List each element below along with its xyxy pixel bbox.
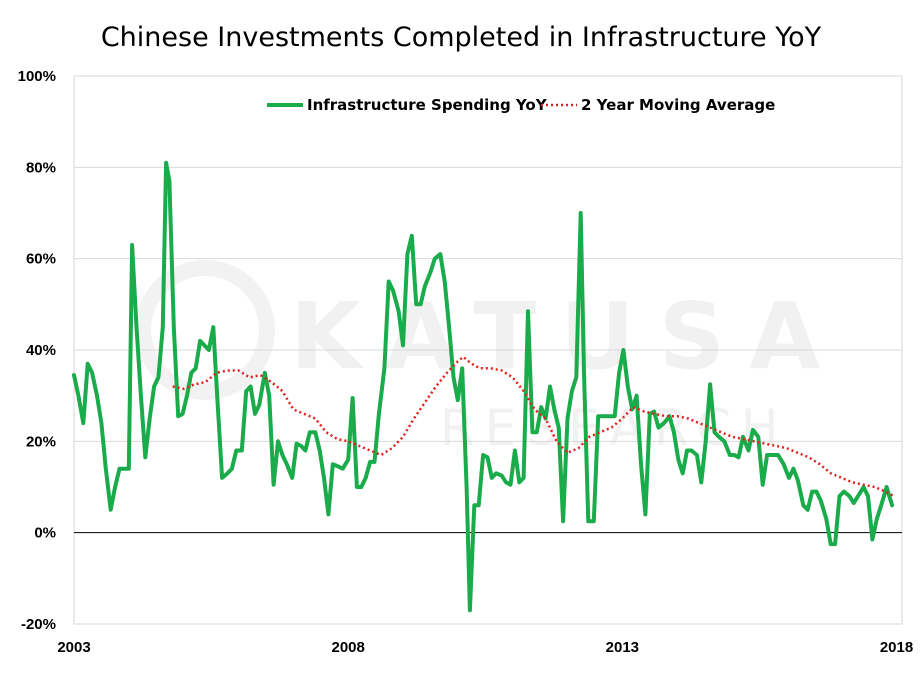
y-tick-label: 20% (26, 433, 56, 450)
legend: Infrastructure Spending YoY 2 Year Movin… (267, 96, 775, 114)
legend-label-infrastructure-spending: Infrastructure Spending YoY (307, 96, 548, 114)
gridlines (73, 75, 903, 625)
x-tick-label: 2018 (880, 639, 913, 656)
x-tick-label: 2013 (606, 639, 639, 656)
katusa-watermark: KATUSA RESEARCH (135, 260, 844, 457)
x-tick-label: 2008 (331, 639, 364, 656)
y-tick-label: 40% (26, 342, 56, 359)
watermark-sub: RESEARCH (440, 399, 789, 457)
chart-title: Chinese Investments Completed in Infrast… (101, 22, 822, 53)
y-tick-label: 80% (26, 159, 56, 176)
axes: -20% 0% 20% 40% 60% 80% 100% 2003 2008 2013 2018 (18, 68, 914, 656)
series-line-moving-average (172, 355, 895, 498)
series-line-infrastructure-spending (72, 160, 895, 613)
y-tick-label: -20% (21, 616, 56, 633)
y-tick-label: 100% (18, 68, 56, 85)
y-tick-label: 0% (34, 525, 56, 542)
watermark-bulb-icon (135, 260, 275, 400)
y-tick-label: 60% (26, 251, 56, 268)
watermark-brand: KATUSA (290, 283, 844, 390)
legend-label-moving-average: 2 Year Moving Average (581, 96, 775, 114)
series (72, 160, 895, 613)
x-tick-label: 2003 (57, 639, 90, 656)
